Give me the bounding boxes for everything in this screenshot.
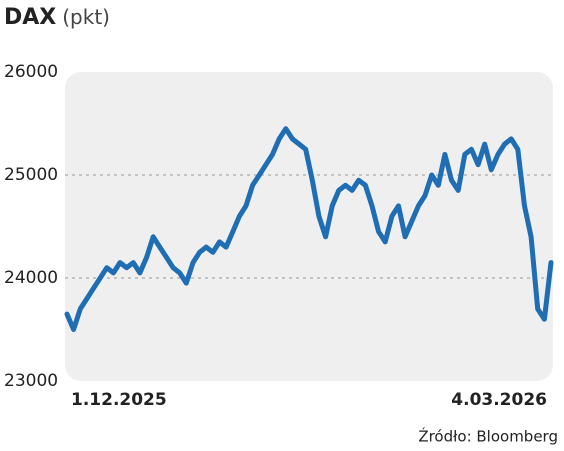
y-tick-label: 26000 bbox=[4, 62, 58, 82]
chart-title-group: DAX (pkt) bbox=[4, 5, 110, 31]
source: Źródło: Bloomberg bbox=[418, 427, 558, 446]
data-line bbox=[64, 126, 554, 332]
plot-area bbox=[65, 72, 553, 381]
x-tick-label: 1.12.2025 bbox=[71, 390, 167, 410]
y-tick-label: 23000 bbox=[4, 371, 58, 391]
y-tick-label: 25000 bbox=[4, 165, 58, 185]
x-tick-label: 4.03.2026 bbox=[451, 390, 547, 410]
y-tick-label: 24000 bbox=[4, 268, 58, 288]
chart-title: DAX bbox=[4, 5, 56, 30]
chart-subtitle: (pkt) bbox=[62, 5, 110, 29]
